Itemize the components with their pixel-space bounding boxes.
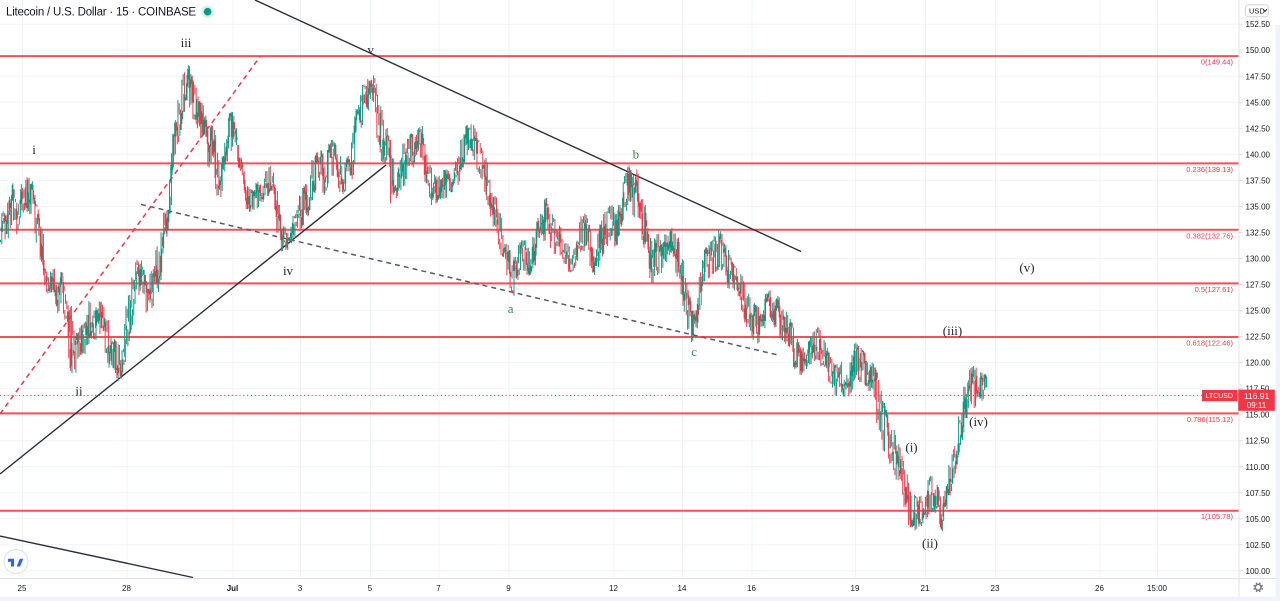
- svg-text:09:11: 09:11: [1247, 401, 1267, 410]
- svg-text:a: a: [508, 301, 514, 316]
- svg-text:(i): (i): [905, 440, 917, 455]
- svg-text:142.50: 142.50: [1246, 124, 1271, 133]
- svg-text:Jul: Jul: [227, 584, 239, 593]
- svg-text:7: 7: [436, 584, 441, 593]
- svg-text:LTCUSD: LTCUSD: [1206, 393, 1233, 400]
- svg-text:1(105.78): 1(105.78): [1201, 512, 1234, 521]
- svg-text:Litecoin / U.S. Dollar · 15 ·: Litecoin / U.S. Dollar · 15 · COINBASE: [6, 7, 196, 19]
- svg-text:115.00: 115.00: [1246, 411, 1270, 420]
- svg-text:3: 3: [298, 584, 303, 593]
- svg-text:137.50: 137.50: [1246, 176, 1271, 185]
- svg-text:i: i: [32, 142, 36, 157]
- svg-text:14: 14: [678, 584, 687, 593]
- svg-text:147.50: 147.50: [1246, 72, 1271, 81]
- svg-text:21: 21: [921, 584, 930, 593]
- svg-text:9: 9: [506, 584, 511, 593]
- svg-text:112.50: 112.50: [1246, 437, 1270, 446]
- svg-text:145.00: 145.00: [1246, 98, 1271, 107]
- svg-text:5: 5: [368, 584, 373, 593]
- svg-text:23: 23: [991, 584, 1000, 593]
- svg-text:110.00: 110.00: [1246, 463, 1270, 472]
- svg-text:25: 25: [18, 584, 27, 593]
- svg-text:v: v: [367, 42, 374, 57]
- svg-text:0.382(132.76): 0.382(132.76): [1186, 231, 1233, 240]
- svg-text:iii: iii: [181, 35, 192, 50]
- svg-text:0.236(139.13): 0.236(139.13): [1186, 165, 1233, 174]
- svg-text:116.91: 116.91: [1244, 391, 1270, 401]
- svg-text:150.00: 150.00: [1246, 46, 1271, 55]
- svg-text:15:00: 15:00: [1147, 584, 1168, 593]
- svg-text:120.00: 120.00: [1246, 359, 1271, 368]
- svg-text:130.00: 130.00: [1246, 255, 1271, 264]
- svg-text:105.00: 105.00: [1246, 515, 1271, 524]
- svg-text:16: 16: [747, 584, 756, 593]
- svg-text:102.50: 102.50: [1246, 541, 1271, 550]
- svg-text:12: 12: [609, 584, 618, 593]
- svg-text:28: 28: [122, 584, 131, 593]
- svg-text:USD: USD: [1249, 6, 1265, 15]
- svg-text:(ii): (ii): [922, 536, 938, 551]
- svg-text:125.00: 125.00: [1246, 307, 1271, 316]
- svg-text:(iv): (iv): [969, 414, 988, 429]
- svg-text:19: 19: [851, 584, 860, 593]
- svg-text:140.00: 140.00: [1246, 150, 1271, 159]
- svg-text:0(149.44): 0(149.44): [1201, 58, 1234, 67]
- svg-text:b: b: [633, 147, 640, 162]
- svg-text:152.50: 152.50: [1246, 20, 1271, 29]
- svg-text:(iii): (iii): [943, 323, 963, 338]
- svg-text:0.618(122.46): 0.618(122.46): [1186, 339, 1233, 348]
- svg-text:122.50: 122.50: [1246, 333, 1271, 342]
- svg-text:135.00: 135.00: [1246, 202, 1271, 211]
- svg-text:127.50: 127.50: [1246, 281, 1271, 290]
- svg-text:26: 26: [1095, 584, 1104, 593]
- svg-text:iv: iv: [283, 263, 294, 278]
- svg-text:0.786(115.12): 0.786(115.12): [1187, 415, 1234, 424]
- svg-text:107.50: 107.50: [1246, 489, 1271, 498]
- svg-text:132.50: 132.50: [1246, 229, 1271, 238]
- svg-text:ii: ii: [75, 384, 83, 399]
- svg-text:100.00: 100.00: [1246, 567, 1271, 576]
- svg-text:c: c: [691, 344, 697, 359]
- svg-text:0.5(127.61): 0.5(127.61): [1195, 285, 1234, 294]
- svg-text:117.50: 117.50: [1246, 385, 1270, 394]
- svg-text:(v): (v): [1019, 260, 1034, 275]
